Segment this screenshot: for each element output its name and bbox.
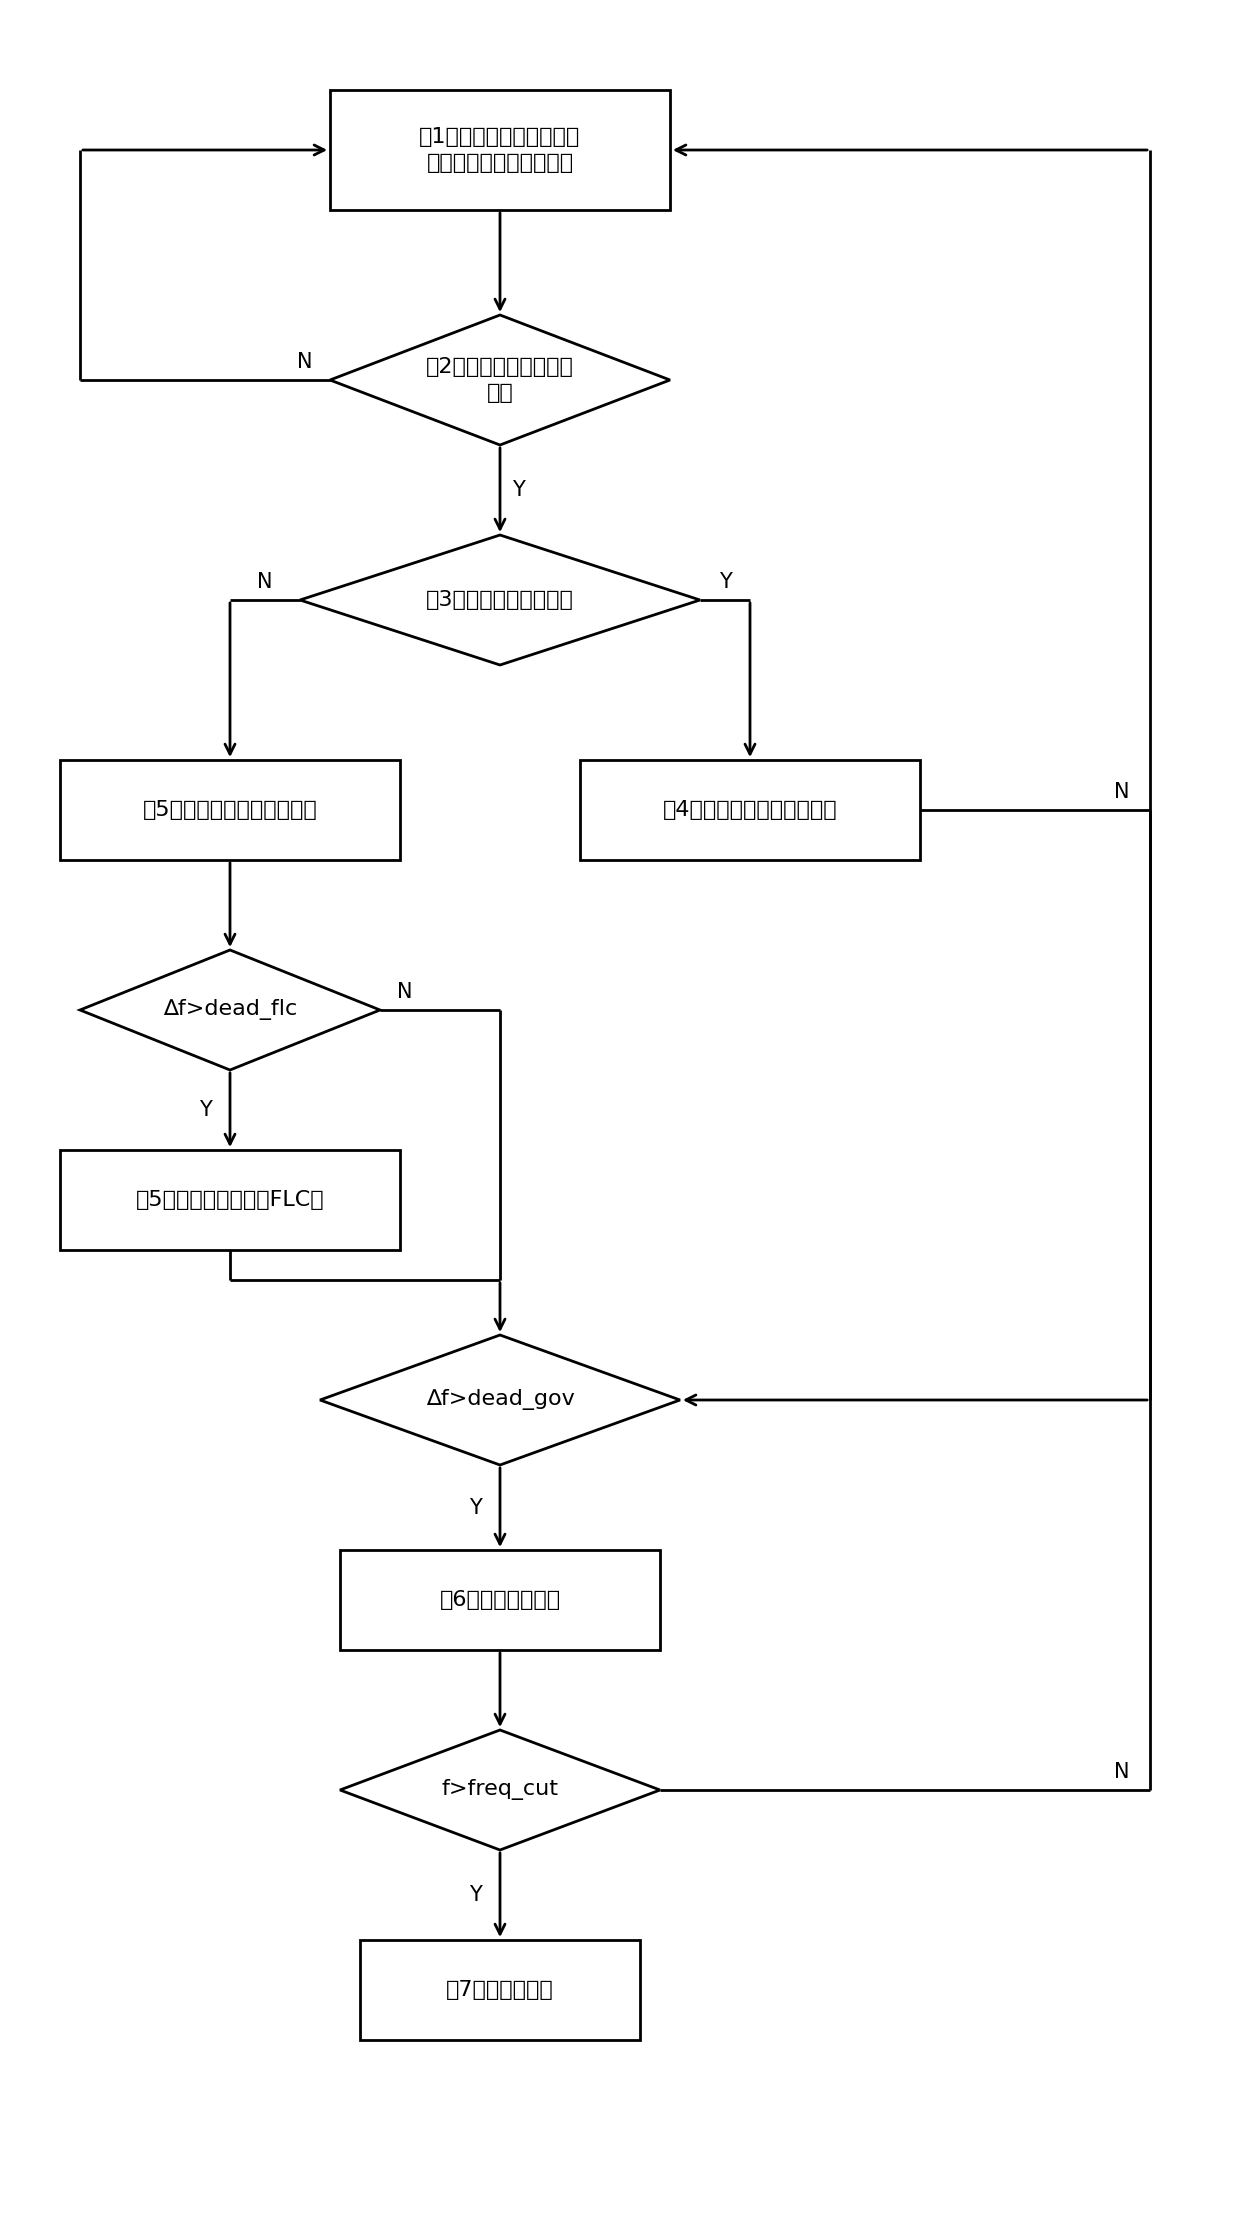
Polygon shape: [300, 535, 701, 665]
Text: （5）直流频率限制（FLC）: （5）直流频率限制（FLC）: [135, 1191, 325, 1211]
Polygon shape: [320, 1335, 680, 1466]
Text: N: N: [397, 983, 413, 1003]
Text: N: N: [1115, 783, 1130, 803]
Polygon shape: [81, 949, 379, 1069]
Text: Y: Y: [512, 479, 525, 499]
Bar: [360, 1941, 640, 2041]
Bar: [580, 761, 920, 861]
Text: Y: Y: [469, 1885, 481, 1905]
Polygon shape: [340, 1730, 660, 1850]
Text: （4）所有直流有功功率指令: （4）所有直流有功功率指令: [662, 801, 837, 821]
Bar: [60, 1149, 401, 1251]
Text: （7）分轮次切机: （7）分轮次切机: [446, 1981, 554, 2001]
Text: N: N: [1115, 1761, 1130, 1781]
Bar: [340, 1550, 660, 1650]
Text: （5）部分直流有功功率指令: （5）部分直流有功功率指令: [143, 801, 317, 821]
Text: N: N: [257, 572, 273, 592]
Polygon shape: [330, 315, 670, 446]
Text: f>freq_cut: f>freq_cut: [441, 1779, 558, 1801]
Text: N: N: [298, 353, 312, 373]
Text: Y: Y: [198, 1100, 212, 1120]
Text: ∆f>dead_flc: ∆f>dead_flc: [162, 1000, 298, 1020]
Bar: [330, 91, 670, 211]
Text: Y: Y: [469, 1497, 481, 1517]
Bar: [60, 761, 401, 861]
Text: ∆f>dead_gov: ∆f>dead_gov: [425, 1388, 574, 1411]
Text: （6）机组一次调频: （6）机组一次调频: [439, 1590, 560, 1610]
Text: （3）直流控制通道健全: （3）直流控制通道健全: [427, 590, 574, 610]
Text: （1）获取直流线路实时功
率，计算可调制功率大小: （1）获取直流线路实时功 率，计算可调制功率大小: [419, 126, 580, 173]
Text: Y: Y: [718, 572, 732, 592]
Text: （2）判断是否发生直流
闭锁: （2）判断是否发生直流 闭锁: [427, 357, 574, 404]
